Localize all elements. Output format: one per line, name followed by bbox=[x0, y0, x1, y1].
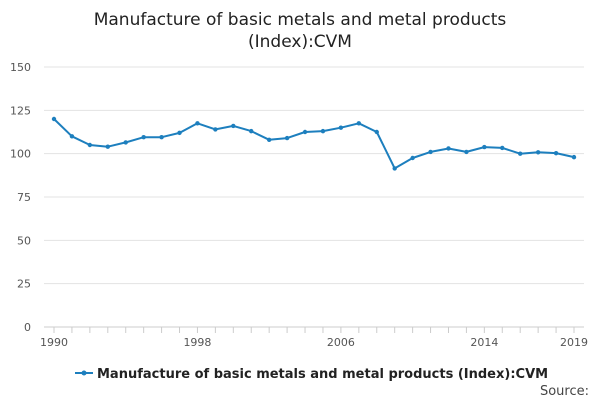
data-point-2008[interactable] bbox=[374, 129, 379, 135]
series-line-0 bbox=[53, 118, 575, 170]
data-point-2015[interactable] bbox=[500, 145, 505, 151]
chart-title-line-2: (Index):CVM bbox=[248, 32, 352, 52]
x-tick-label-2014: 2014 bbox=[470, 336, 498, 349]
x-axis-ticks: 1990 1998 2006 2014 2019 bbox=[40, 327, 588, 349]
data-point-2013[interactable] bbox=[464, 149, 469, 155]
y-tick-label-150: 150 bbox=[10, 61, 31, 74]
data-point-2016[interactable] bbox=[518, 151, 523, 156]
data-point-2007[interactable] bbox=[356, 121, 362, 126]
data-point-2005[interactable] bbox=[320, 128, 326, 134]
legend[interactable]: Manufacture of basic metals and metal pr… bbox=[75, 367, 548, 382]
y-tick-label-0: 0 bbox=[24, 321, 31, 334]
data-point-2014[interactable] bbox=[482, 144, 487, 150]
data-point-2009[interactable] bbox=[392, 166, 397, 171]
data-point-2002[interactable] bbox=[266, 137, 272, 142]
y-tick-label-125: 125 bbox=[10, 104, 31, 117]
data-point-1991[interactable] bbox=[69, 134, 75, 139]
y-tick-label-25: 25 bbox=[17, 278, 31, 291]
x-tick-label-1990: 1990 bbox=[40, 336, 68, 349]
data-point-2006[interactable] bbox=[338, 125, 344, 130]
data-point-2004[interactable] bbox=[302, 129, 308, 135]
x-tick-label-2006: 2006 bbox=[327, 336, 355, 349]
data-point-1995[interactable] bbox=[141, 135, 146, 140]
gridlines bbox=[44, 66, 584, 285]
data-point-1997[interactable] bbox=[177, 130, 182, 136]
x-tick-label-2019: 2019 bbox=[560, 336, 588, 349]
series-group bbox=[51, 116, 577, 171]
source-label: Source: bbox=[540, 384, 589, 399]
y-tick-label-50: 50 bbox=[17, 234, 31, 247]
data-point-2012[interactable] bbox=[446, 146, 451, 151]
data-point-1993[interactable] bbox=[105, 144, 110, 149]
x-tick-label-1998: 1998 bbox=[183, 336, 211, 349]
data-point-2017[interactable] bbox=[535, 150, 541, 155]
data-point-2018[interactable] bbox=[553, 150, 559, 156]
data-point-2000[interactable] bbox=[231, 123, 236, 129]
data-point-1998[interactable] bbox=[195, 121, 200, 126]
data-point-2011[interactable] bbox=[428, 149, 433, 155]
legend-label[interactable]: Manufacture of basic metals and metal pr… bbox=[97, 367, 548, 382]
y-axis-tick-labels: 0 25 50 75 100 125 150 bbox=[10, 61, 31, 334]
data-point-2019[interactable] bbox=[571, 154, 577, 160]
legend-swatch-marker bbox=[81, 370, 87, 376]
data-point-1996[interactable] bbox=[159, 135, 164, 140]
data-point-2010[interactable] bbox=[410, 155, 415, 161]
data-point-1990[interactable] bbox=[51, 116, 57, 122]
chart-title-line-1: Manufacture of basic metals and metal pr… bbox=[94, 10, 507, 30]
y-tick-label-75: 75 bbox=[17, 191, 31, 204]
data-point-2001[interactable] bbox=[249, 128, 254, 134]
y-tick-label-100: 100 bbox=[10, 148, 31, 161]
data-point-1999[interactable] bbox=[213, 127, 218, 132]
data-point-1994[interactable] bbox=[123, 140, 128, 145]
data-point-2003[interactable] bbox=[284, 135, 290, 141]
data-point-1992[interactable] bbox=[87, 142, 93, 148]
